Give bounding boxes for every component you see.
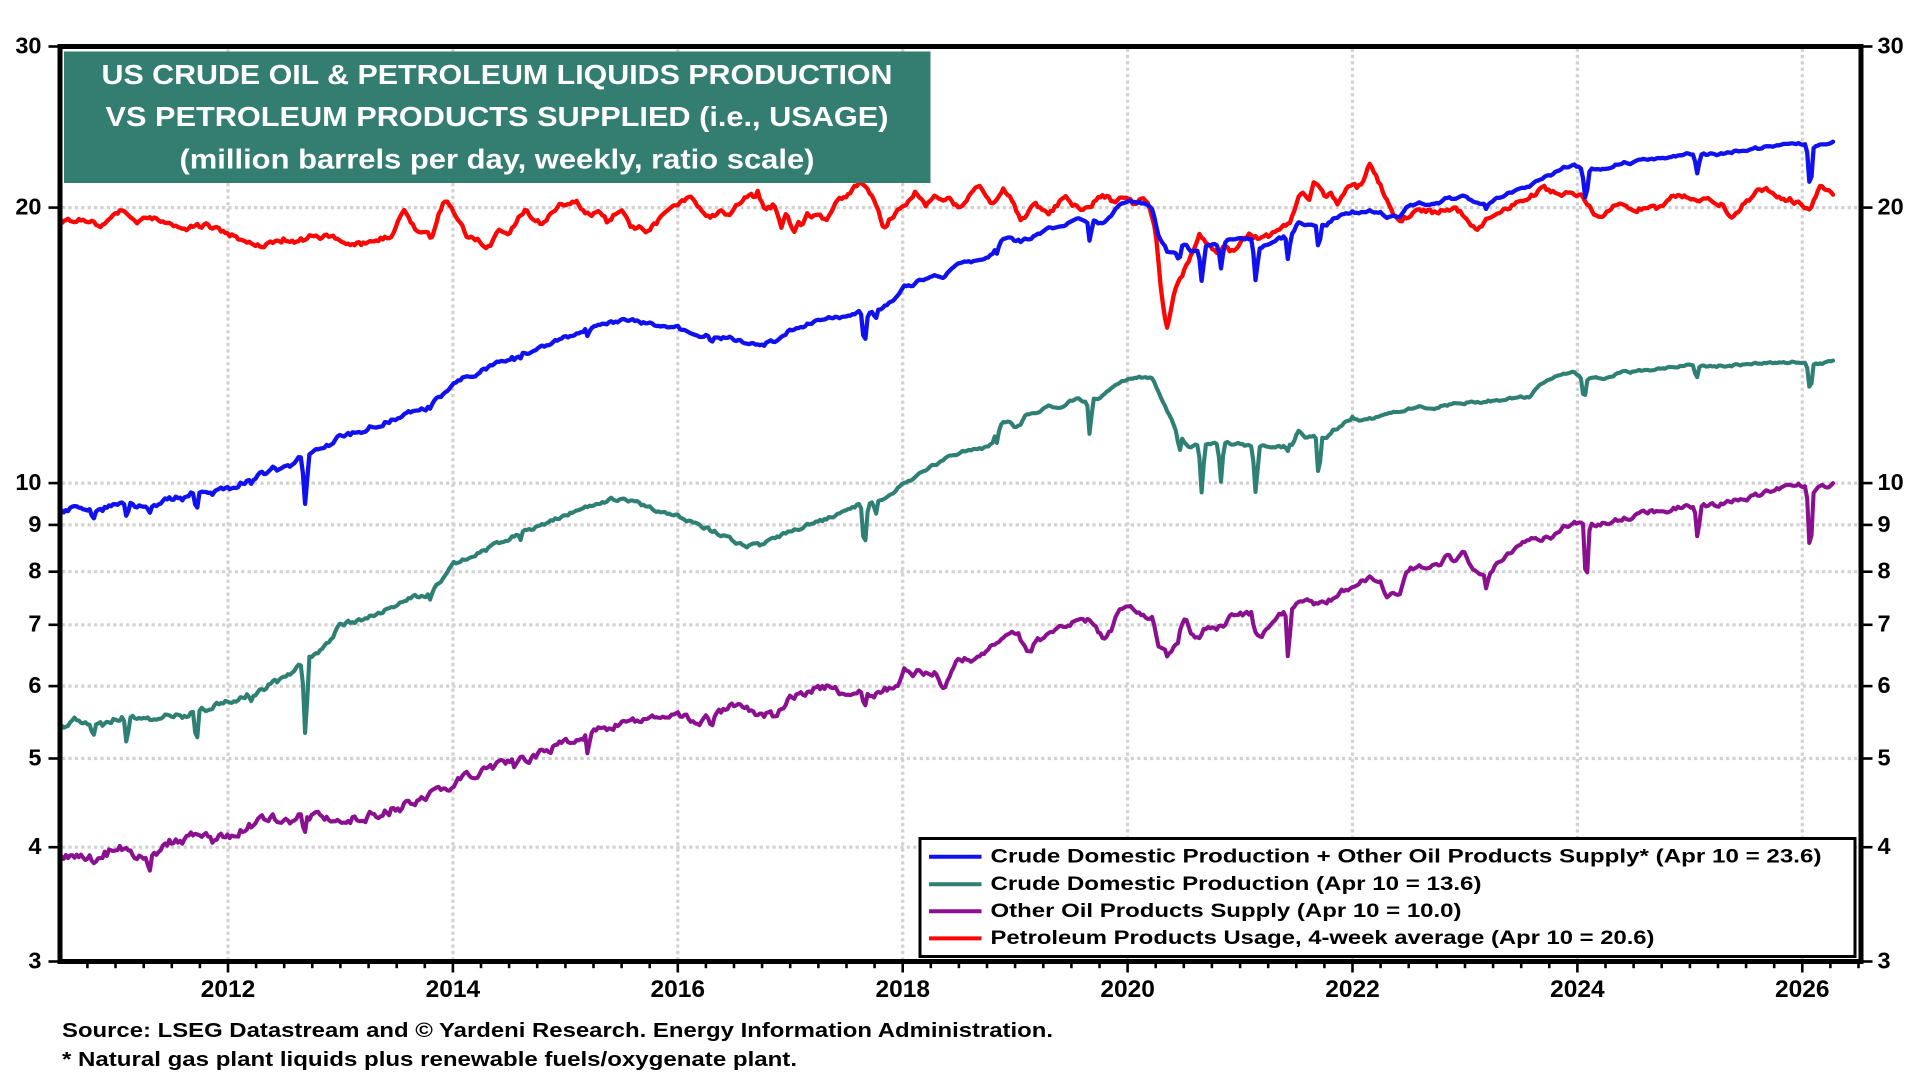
- svg-text:7: 7: [1878, 611, 1891, 637]
- svg-text:2026: 2026: [1775, 976, 1830, 1003]
- svg-text:5: 5: [1878, 744, 1891, 770]
- svg-text:2014: 2014: [426, 976, 481, 1003]
- svg-text:10: 10: [15, 469, 41, 495]
- svg-text:* Natural gas plant liquids pl: * Natural gas plant liquids plus renewab…: [62, 1048, 797, 1071]
- svg-text:8: 8: [1878, 558, 1891, 584]
- svg-text:2012: 2012: [201, 976, 256, 1003]
- svg-text:30: 30: [15, 32, 41, 58]
- svg-text:6: 6: [1878, 672, 1891, 698]
- svg-text:9: 9: [1878, 511, 1891, 537]
- svg-text:20: 20: [15, 194, 41, 220]
- svg-text:2016: 2016: [651, 976, 706, 1003]
- svg-text:20: 20: [1878, 194, 1904, 220]
- svg-text:3: 3: [1878, 947, 1891, 973]
- svg-text:Crude Domestic Production (Apr: Crude Domestic Production (Apr 10 = 13.6…: [991, 873, 1482, 895]
- svg-text:2022: 2022: [1325, 976, 1380, 1003]
- svg-text:2020: 2020: [1100, 976, 1155, 1003]
- svg-text:8: 8: [28, 558, 41, 584]
- svg-text:(million barrels per day, week: (million barrels per day, weekly, ratio …: [180, 144, 815, 175]
- svg-text:Source: LSEG Datastream and ©: Source: LSEG Datastream and © Yardeni Re…: [62, 1019, 1053, 1042]
- svg-text:2018: 2018: [875, 976, 930, 1003]
- svg-text:9: 9: [28, 511, 41, 537]
- svg-text:7: 7: [28, 611, 41, 637]
- svg-text:30: 30: [1878, 32, 1904, 58]
- svg-text:5: 5: [28, 744, 41, 770]
- svg-text:4: 4: [28, 833, 41, 859]
- svg-text:2024: 2024: [1550, 976, 1605, 1003]
- svg-text:10: 10: [1878, 469, 1904, 495]
- svg-text:Crude Domestic Production + Ot: Crude Domestic Production + Other Oil Pr…: [991, 846, 1822, 868]
- svg-text:Other Oil Products Supply (Apr: Other Oil Products Supply (Apr 10 = 10.0…: [991, 900, 1462, 922]
- svg-text:Petroleum Products Usage, 4-we: Petroleum Products Usage, 4-week average…: [991, 927, 1655, 949]
- svg-text:6: 6: [28, 672, 41, 698]
- svg-text:4: 4: [1878, 833, 1891, 859]
- svg-text:US CRUDE OIL & PETROLEUM LIQUI: US CRUDE OIL & PETROLEUM LIQUIDS PRODUCT…: [102, 59, 893, 90]
- svg-text:3: 3: [28, 947, 41, 973]
- svg-text:VS PETROLEUM PRODUCTS SUPPLIED: VS PETROLEUM PRODUCTS SUPPLIED (i.e., US…: [106, 101, 889, 132]
